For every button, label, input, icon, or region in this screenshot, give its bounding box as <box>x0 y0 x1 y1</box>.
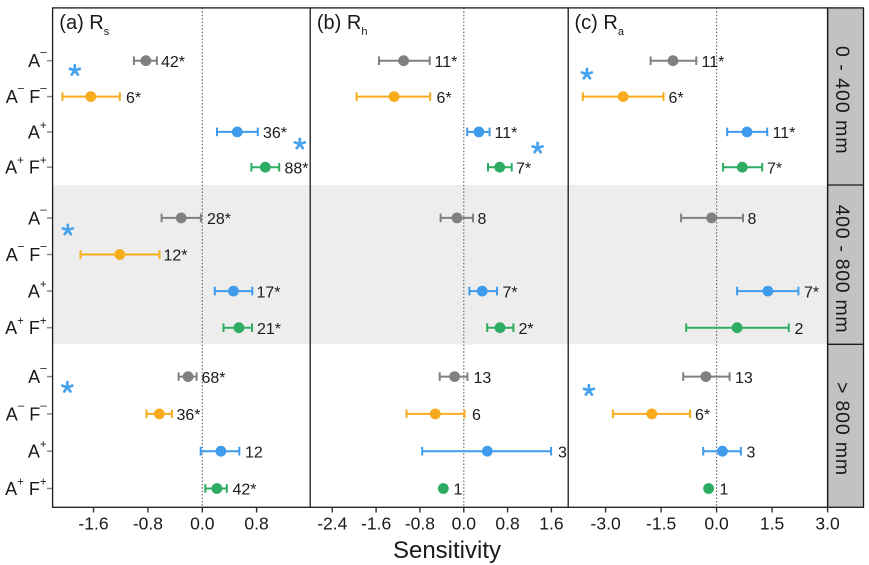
svg-text:-0.8: -0.8 <box>405 514 435 534</box>
svg-text:11*: 11* <box>702 54 725 71</box>
svg-text:-0.8: -0.8 <box>133 514 163 534</box>
svg-text:A+ F+: A+ F+ <box>5 476 47 499</box>
svg-text:8: 8 <box>478 211 487 228</box>
svg-text:3: 3 <box>558 444 567 461</box>
svg-text:A+ F+: A+ F+ <box>5 316 47 339</box>
svg-text:13: 13 <box>474 370 492 387</box>
svg-text:(c) Ra: (c) Ra <box>575 12 625 38</box>
svg-text:13: 13 <box>735 370 753 387</box>
svg-text:-3.0: -3.0 <box>591 514 621 534</box>
svg-text:2: 2 <box>795 321 804 338</box>
svg-text:42*: 42* <box>161 54 185 71</box>
svg-text:-1.6: -1.6 <box>361 514 391 534</box>
svg-text:11*: 11* <box>435 54 458 71</box>
svg-text:0.8: 0.8 <box>495 514 519 534</box>
svg-text:1: 1 <box>454 482 463 499</box>
svg-text:68*: 68* <box>202 370 226 387</box>
svg-text:Sensitivity: Sensitivity <box>393 537 501 564</box>
svg-text:42*: 42* <box>233 482 257 499</box>
svg-text:0.0: 0.0 <box>704 514 729 534</box>
svg-text:A+ F+: A+ F+ <box>5 155 47 178</box>
svg-text:8: 8 <box>748 211 757 228</box>
svg-text:3: 3 <box>747 444 756 461</box>
svg-text:> 800 mm: > 800 mm <box>831 382 853 476</box>
svg-text:7*: 7* <box>516 160 531 177</box>
svg-text:6: 6 <box>472 407 481 424</box>
svg-text:1.6: 1.6 <box>539 514 563 534</box>
svg-text:12*: 12* <box>164 248 188 265</box>
svg-text:7*: 7* <box>767 160 782 177</box>
svg-text:88*: 88* <box>285 160 309 177</box>
svg-text:0.8: 0.8 <box>244 514 268 534</box>
svg-text:6*: 6* <box>669 90 684 107</box>
svg-text:11*: 11* <box>773 125 796 142</box>
svg-text:(b) Rh: (b) Rh <box>317 12 368 38</box>
svg-text:6*: 6* <box>695 407 710 424</box>
svg-text:1.5: 1.5 <box>760 514 784 534</box>
svg-text:17*: 17* <box>257 284 281 301</box>
svg-text:-1.6: -1.6 <box>78 514 108 534</box>
svg-text:36*: 36* <box>177 407 201 424</box>
svg-text:7*: 7* <box>503 284 518 301</box>
svg-text:11*: 11* <box>495 125 518 142</box>
svg-text:28*: 28* <box>207 211 231 228</box>
svg-text:-2.4: -2.4 <box>317 514 347 534</box>
svg-text:36*: 36* <box>263 125 287 142</box>
svg-text:0.0: 0.0 <box>452 514 477 534</box>
svg-text:1: 1 <box>720 482 729 499</box>
svg-text:3.0: 3.0 <box>815 514 840 534</box>
svg-text:(a) Rs: (a) Rs <box>59 12 109 38</box>
svg-text:6*: 6* <box>437 90 452 107</box>
svg-text:2*: 2* <box>519 321 534 338</box>
svg-text:0.0: 0.0 <box>190 514 215 534</box>
svg-text:7*: 7* <box>804 284 819 301</box>
svg-text:-1.5: -1.5 <box>646 514 676 534</box>
svg-text:400 - 800 mm: 400 - 800 mm <box>831 205 853 334</box>
svg-text:12: 12 <box>245 444 263 461</box>
svg-text:6*: 6* <box>126 90 141 107</box>
svg-text:21*: 21* <box>257 321 281 338</box>
svg-text:0 - 400 mm: 0 - 400 mm <box>831 46 853 155</box>
